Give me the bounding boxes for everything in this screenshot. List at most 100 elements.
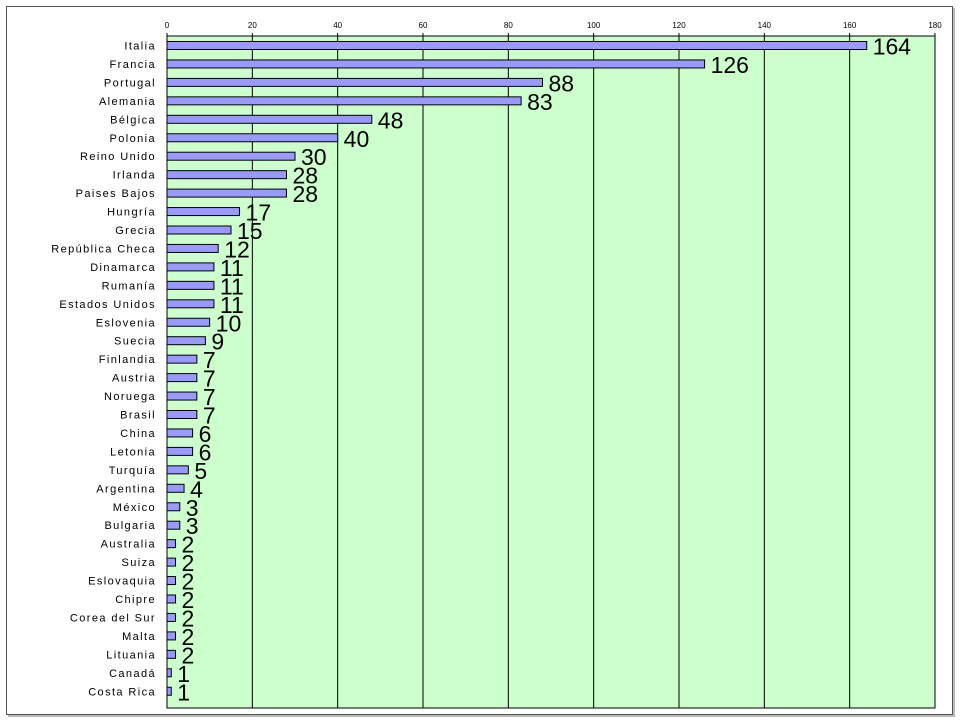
category-label: Austria: [112, 373, 156, 385]
bar: [166, 151, 296, 161]
category-label: Suecia: [114, 336, 156, 348]
category-label: Portugal: [104, 77, 156, 89]
category-label: Canadá: [109, 668, 156, 680]
x-tick-label: 80: [504, 21, 513, 30]
bar: [166, 41, 868, 50]
category-label: Estados Unidos: [59, 299, 156, 311]
data-label: 83: [527, 89, 553, 115]
data-label: 7: [203, 384, 216, 410]
category-label: Reino Unido: [80, 151, 156, 163]
bar: [166, 188, 287, 198]
category-label: República Checa: [51, 243, 156, 255]
data-label: 2: [182, 624, 195, 650]
category-label: Irlanda: [113, 170, 156, 182]
bar: [166, 262, 215, 272]
category-label: Hungría: [107, 207, 156, 219]
category-label: Grecia: [115, 225, 156, 237]
bar: [166, 557, 177, 567]
category-label: Turquía: [109, 465, 156, 477]
data-label: 126: [711, 52, 749, 78]
bar: [166, 631, 177, 641]
data-label: 2: [182, 587, 195, 613]
bar: [166, 502, 181, 512]
data-label: 2: [182, 642, 195, 668]
data-label: 30: [301, 144, 327, 170]
data-label: 15: [237, 218, 263, 244]
bar: [166, 428, 194, 438]
bar: [166, 686, 172, 696]
data-label: 7: [203, 366, 216, 392]
bar: [166, 133, 339, 143]
data-label: 48: [378, 107, 404, 133]
x-tick-label: 140: [758, 21, 772, 30]
category-label: Eslovenia: [96, 317, 156, 329]
bar: [166, 225, 232, 235]
data-label: 6: [199, 421, 212, 447]
bar: [166, 612, 177, 622]
category-label: Alemania: [99, 96, 156, 108]
bar: [166, 649, 177, 659]
bar: [166, 594, 177, 604]
value-labels: 1641268883484030282817151211111110977776…: [177, 34, 911, 706]
data-label: 3: [186, 513, 199, 539]
bar: [166, 207, 241, 217]
x-tick-label: 100: [587, 21, 601, 30]
x-tick-label: 0: [165, 21, 170, 30]
category-label: Polonia: [110, 133, 157, 145]
bar: [166, 465, 189, 475]
data-label: 11: [220, 273, 244, 299]
data-label: 88: [548, 70, 574, 96]
data-label: 4: [190, 476, 203, 502]
bar: [166, 576, 177, 586]
bar: [166, 336, 206, 346]
category-label: México: [113, 502, 156, 514]
category-label: Argentina: [96, 483, 156, 495]
data-label: 2: [182, 550, 195, 576]
x-tick-label: 160: [843, 21, 857, 30]
data-label: 40: [344, 126, 370, 152]
data-label: 2: [182, 532, 195, 558]
bars: [166, 41, 868, 696]
category-label: Suiza: [121, 557, 156, 569]
category-label: Noruega: [104, 391, 156, 403]
data-label: 2: [182, 605, 195, 631]
category-label: Eslovaquia: [88, 576, 156, 588]
chart-frame: 0 20 40 60 80 100 120 140 160 180 Italia Francia Po…: [6, 6, 953, 715]
x-tick-label: 40: [333, 21, 342, 30]
data-label: 3: [186, 495, 199, 521]
category-label: Letonia: [110, 446, 156, 458]
x-tick-label: 20: [248, 21, 257, 30]
bar: [166, 317, 211, 327]
category-label: Francia: [110, 59, 156, 71]
gridlines: [166, 33, 936, 708]
bar: [166, 170, 287, 180]
x-tick-label: 120: [672, 21, 686, 30]
bar: [166, 373, 198, 383]
category-label: China: [120, 428, 156, 440]
category-label: Finlandia: [99, 354, 156, 366]
category-label: Italia: [124, 41, 156, 53]
bar: [166, 391, 198, 401]
data-label: 28: [292, 163, 318, 189]
data-label: 28: [292, 181, 318, 207]
bar: [166, 539, 177, 549]
bar: [166, 77, 543, 87]
bar: [166, 446, 194, 456]
bar-chart: 0 20 40 60 80 100 120 140 160 180 ItaliaFranciaPo…: [51, 21, 942, 709]
data-label: 11: [220, 255, 244, 281]
category-label: Dinamarca: [90, 262, 156, 274]
data-label: 11: [220, 292, 244, 318]
data-label: 1: [177, 679, 190, 705]
category-label: Malta: [122, 631, 156, 643]
category-label: Chipre: [115, 594, 156, 606]
category-labels: Italia Francia Portugal Alemania Bélgica Polo…: [51, 41, 157, 699]
bar: [166, 96, 522, 106]
category-label: Brasil: [120, 410, 156, 422]
bar: [166, 243, 219, 253]
plot-area: [166, 35, 936, 709]
data-label: 10: [216, 310, 242, 336]
bar: [166, 299, 215, 309]
bar: [166, 280, 215, 290]
data-label: 6: [199, 439, 212, 465]
data-label: 7: [203, 403, 216, 429]
